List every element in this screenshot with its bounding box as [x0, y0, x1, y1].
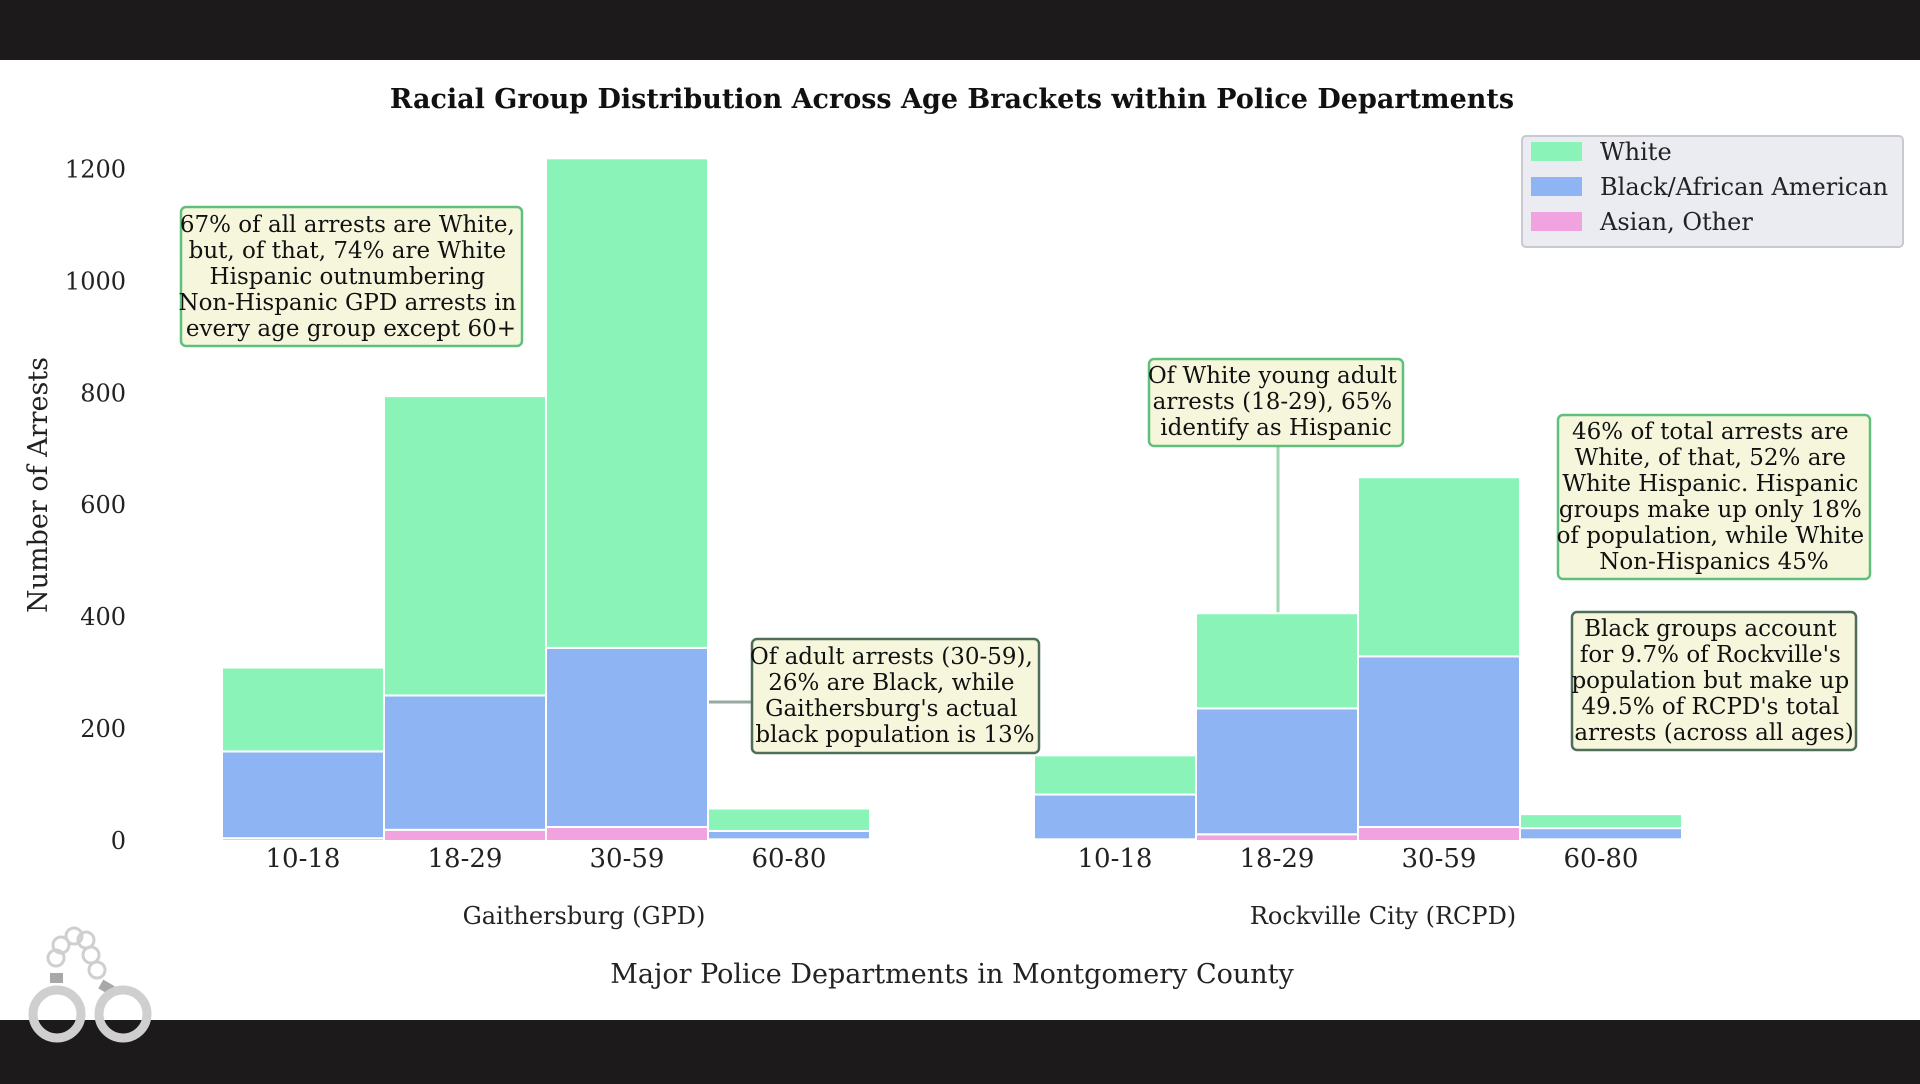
x-tick-label: 60-80: [752, 844, 827, 874]
chart-title: Racial Group Distribution Across Age Bra…: [390, 84, 1514, 115]
svg-text:46% of total arrests are: 46% of total arrests are White, of that,…: [1557, 419, 1872, 575]
legend-label: White: [1600, 138, 1672, 166]
x-tick-label: 30-59: [1402, 844, 1477, 874]
annotation-box-gpd-white: 67% of all arrests are White, but, of th…: [178, 205, 524, 348]
svg-text:67% of all arrests are White,: 67% of all arrests are White, but, of th…: [178, 212, 523, 342]
x-axis-ticks: 10-18 18-29 30-59 60-80 10-18 18-29 30-59 60-80: [266, 844, 1639, 874]
bar-white-rcpd-10-18: [1033, 754, 1197, 796]
y-tick-label: 1200: [65, 155, 126, 183]
bar-white-rcpd-18-29: [1195, 612, 1359, 710]
bar-white-gpd-10-18: [221, 666, 385, 753]
bar-stack-area: [221, 157, 1683, 843]
bar-black-african-american-rcpd-10-18: [1033, 793, 1197, 841]
bar-white-gpd-18-29: [383, 395, 547, 697]
annotation-box-rcpd-white: 46% of total arrests are White, of that,…: [1557, 413, 1872, 581]
y-tick-label: 800: [80, 379, 126, 407]
bar-asian-other-rcpd-30-59: [1357, 826, 1521, 843]
y-tick-label: 400: [80, 603, 126, 631]
bar-asian-other-gpd-18-29: [383, 828, 547, 842]
bar-black-african-american-gpd-10-18: [221, 750, 385, 840]
x-tick-label: 30-59: [590, 844, 665, 874]
legend: White Black/African American Asian, Other: [1521, 135, 1904, 248]
x-tick-label: 18-29: [1240, 844, 1315, 874]
top-letterbox: [0, 0, 1920, 60]
bar-white-rcpd-60-80: [1519, 813, 1683, 830]
legend-swatch: [1531, 212, 1582, 231]
x-tick-label: 10-18: [266, 844, 341, 874]
y-tick-label: 1000: [65, 267, 126, 295]
bar-black-african-american-rcpd-30-59: [1357, 655, 1521, 829]
annotation-box-rcpd-black: Black groups account for 9.7% of Rockvil…: [1570, 610, 1858, 752]
legend-swatch: [1531, 177, 1582, 196]
annotation-box-gpd-black: Of adult arrests (30-59), 26% are Black,…: [750, 637, 1041, 755]
bar-white-gpd-60-80: [707, 807, 871, 832]
bar-black-african-american-rcpd-18-29: [1195, 707, 1359, 836]
x-tick-label: 10-18: [1078, 844, 1153, 874]
svg-text:Of adult arrests (30-59),: Of adult arrests (30-59), 26% are Black,…: [750, 644, 1040, 748]
bar-asian-other-gpd-30-59: [545, 826, 709, 843]
legend-label: Black/African American: [1600, 173, 1888, 201]
bar-black-african-american-gpd-30-59: [545, 646, 709, 829]
handcuffs-icon: [28, 926, 152, 1043]
y-tick-label: 600: [80, 491, 126, 519]
bar-white-gpd-30-59: [545, 157, 709, 649]
bar-black-african-american-rcpd-60-80: [1519, 827, 1683, 841]
bar-black-african-american-gpd-18-29: [383, 694, 547, 831]
svg-text:Black groups account for: Black groups account for 9.7% of Rockvil…: [1571, 616, 1856, 746]
legend-frame: [1521, 135, 1904, 248]
x-tick-label: 60-80: [1564, 844, 1639, 874]
bar-asian-other-rcpd-18-29: [1195, 833, 1359, 842]
group-label-gaithersburg: Gaithersburg (GPD): [463, 902, 706, 930]
group-label-rockville: Rockville City (RCPD): [1250, 902, 1516, 930]
annotation-box-rcpd-young-adult: Of White young adult arrests (18-29), 65…: [1147, 357, 1405, 448]
bar-white-rcpd-30-59: [1357, 476, 1521, 658]
y-tick-label: 200: [80, 715, 126, 743]
legend-swatch: [1531, 142, 1582, 161]
bar-black-african-american-gpd-60-80: [707, 829, 871, 841]
legend-label: Asian, Other: [1599, 208, 1753, 236]
bottom-letterbox: [0, 1020, 1920, 1080]
y-axis-ticks: 0 200 400 600 800 1000 1200: [65, 155, 126, 855]
y-axis-label: Number of Arrests: [23, 357, 54, 613]
svg-text:Of White young adult arr: Of White young adult arrests (18-29), 65…: [1148, 363, 1404, 441]
x-axis-label: Major Police Departments in Montgomery C…: [610, 959, 1294, 990]
x-tick-label: 18-29: [428, 844, 503, 874]
y-tick-label: 0: [111, 827, 126, 855]
